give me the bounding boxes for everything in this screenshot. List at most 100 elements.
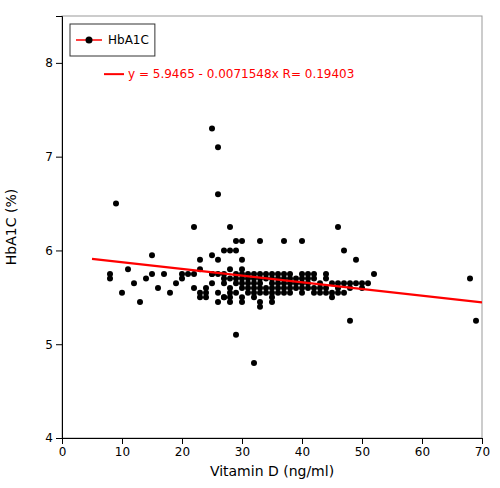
scatter-point [125, 266, 131, 272]
tick-label: 0 [59, 445, 67, 459]
tick-mark [56, 438, 62, 439]
y-axis-title: HbA1C (%) [3, 189, 19, 265]
tick-label: 50 [355, 445, 370, 459]
tick-mark [362, 438, 363, 444]
scatter-point [185, 271, 191, 277]
chart-svg: 0 10 20 30 40 50 60 70 4 5 6 7 8 y = 5.9465 - 0.00715… [0, 0, 500, 488]
tick-label: 7 [45, 150, 53, 164]
scatter-point [239, 299, 245, 305]
scatter-point [227, 224, 233, 230]
tick: 8 [45, 56, 62, 70]
x-axis-title: Vitamin D (ng/ml) [210, 463, 334, 479]
scatter-point [119, 290, 125, 296]
legend-item: HbA1C [76, 33, 149, 47]
chart-container: 0 10 20 30 40 50 60 70 4 5 6 7 8 y = 5.9465 - 0.00715… [0, 0, 500, 488]
scatter-point [275, 290, 281, 296]
scatter-point [365, 280, 371, 286]
axis-line [56, 17, 63, 439]
tick: 70 [475, 438, 490, 459]
annotation: y = 5.9465 - 0.0071548x R= 0.19403 [128, 67, 354, 81]
y-axis: 4 5 6 7 8 [45, 17, 62, 446]
scatter-point [203, 294, 209, 300]
scatter-point [233, 290, 239, 296]
scatter-point [227, 247, 233, 253]
scatter-point [209, 280, 215, 286]
tick-label: 20 [175, 445, 190, 459]
scatter-point [227, 276, 233, 282]
scatter-point [227, 299, 233, 305]
scatter-point [335, 224, 341, 230]
scatter-point [287, 290, 293, 296]
scatter-point [137, 299, 143, 305]
scatter-point [317, 290, 323, 296]
tick-label: 40 [295, 445, 310, 459]
tick: 30 [235, 438, 250, 459]
scatter-point [221, 294, 227, 300]
scatter-point [149, 252, 155, 258]
scatter-point [257, 290, 263, 296]
scatter-point [341, 247, 347, 253]
scatter-point [215, 191, 221, 197]
scatter-point [131, 280, 137, 286]
scatter-point [293, 285, 299, 291]
scatter-point [221, 294, 227, 300]
scatter-point [197, 257, 203, 263]
scatter-point [215, 299, 221, 305]
scatter-point [281, 238, 287, 244]
scatter-point [209, 126, 215, 132]
scatter-point [299, 238, 305, 244]
scatter-point [269, 299, 275, 305]
scatter-point [245, 290, 251, 296]
scatter-point [263, 290, 269, 296]
marks [92, 126, 482, 366]
tick-label: 5 [45, 338, 53, 352]
tick-mark [56, 250, 62, 251]
scatter-point [215, 144, 221, 150]
scatter-point [305, 285, 311, 291]
tick: 60 [415, 438, 430, 459]
tick: 20 [175, 438, 190, 459]
scatter-point [233, 247, 239, 253]
scatter-point [323, 276, 329, 282]
scatter-point [239, 285, 245, 291]
axis-line [63, 439, 483, 445]
scatter-point [209, 252, 215, 258]
tick-label: 6 [45, 244, 53, 258]
scatter-point [299, 290, 305, 296]
tick-mark [56, 157, 62, 158]
tick: 6 [45, 244, 62, 258]
tick-mark [482, 438, 483, 444]
scatter-point [155, 285, 161, 291]
scatter-point [203, 285, 209, 291]
scatter-point [221, 247, 227, 253]
tick-mark [56, 344, 62, 345]
legend-frame [70, 24, 155, 56]
tick-mark [122, 438, 123, 444]
scatter-point [353, 257, 359, 263]
scatter-point [179, 271, 185, 277]
tick: 0 [59, 438, 67, 459]
scatter-point [371, 271, 377, 277]
plot-frame [62, 16, 482, 438]
scatter-point [239, 238, 245, 244]
scatter-point [233, 332, 239, 338]
tick-label: 4 [45, 431, 53, 445]
tick-label: 10 [115, 445, 130, 459]
scatter-point [353, 280, 359, 286]
tick: 50 [355, 438, 370, 459]
scatter-point [311, 276, 317, 282]
scatter-point [227, 266, 233, 272]
scatter-point [143, 276, 149, 282]
scatter-point [233, 280, 239, 286]
scatter-point [281, 290, 287, 296]
tick-label: 8 [45, 56, 53, 70]
scatter-point [341, 290, 347, 296]
legend: HbA1C [70, 24, 155, 56]
scatter-point [239, 257, 245, 263]
scatter-point [467, 276, 473, 282]
tick: 10 [115, 438, 130, 459]
annotations: y = 5.9465 - 0.0071548x R= 0.19403 [104, 67, 354, 81]
scatter-point [191, 285, 197, 291]
tick-mark [182, 438, 183, 444]
scatter-point [341, 280, 347, 286]
